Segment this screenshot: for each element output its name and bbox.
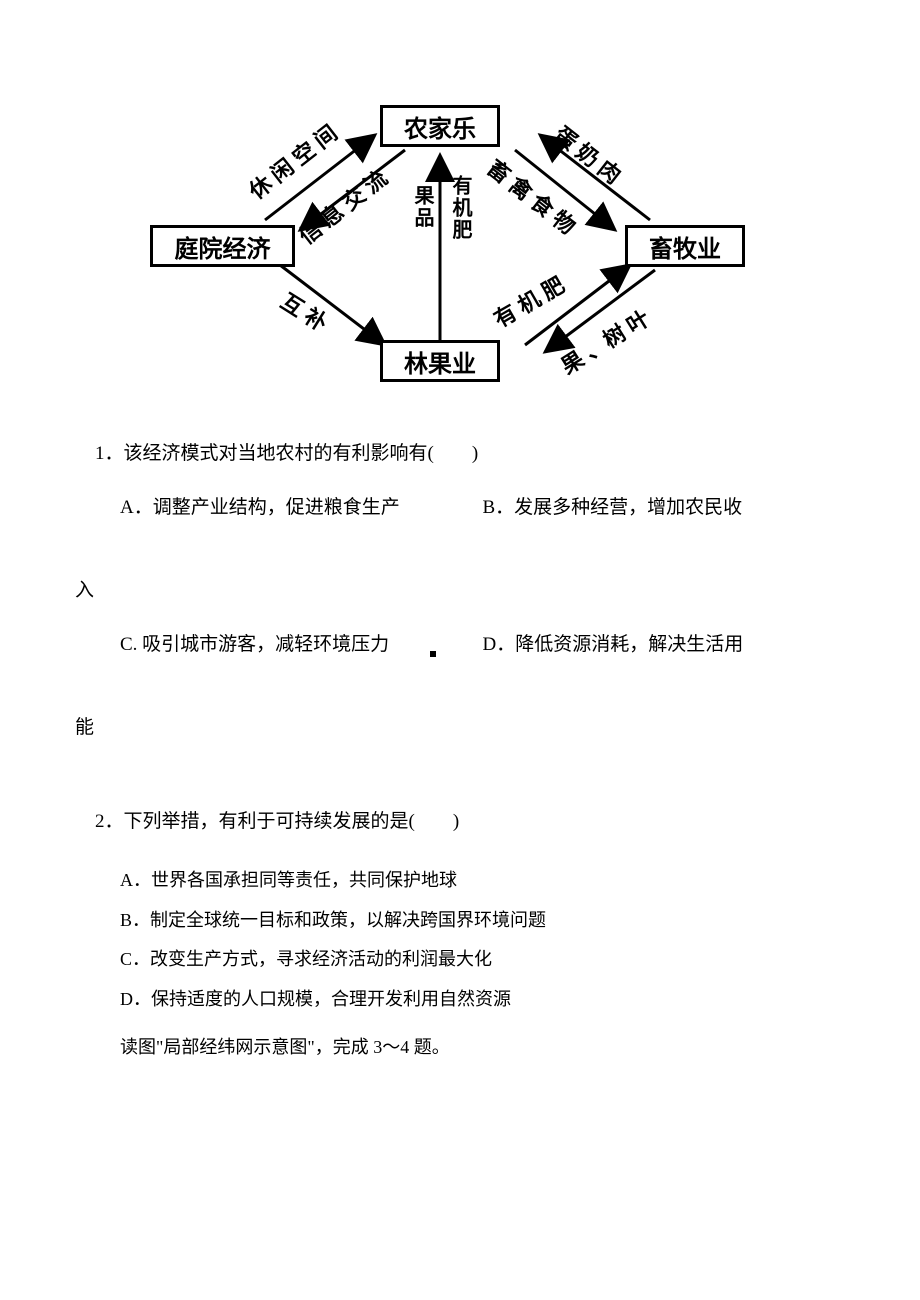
node-top-label: 农家乐	[404, 109, 476, 144]
question-2: 2．下列举措，有利于可持续发展的是( ) A．世界各国承担同等责任，共同保护地球…	[95, 808, 845, 1062]
node-animal-husbandry: 畜牧业	[625, 225, 745, 267]
q1-option-a: A．调整产业结构，促进粮食生产	[120, 494, 483, 523]
q2-option-a: A．世界各国承担同等责任，共同保护地球	[120, 861, 845, 901]
q1-option-b-wrap: 入	[75, 577, 845, 606]
q1-options-row2: C. 吸引城市游客，减轻环境压力 D．降低资源消耗，解决生活用	[120, 631, 845, 660]
figure-caption: 读图"局部经纬网示意图"，完成 3～4 题。	[120, 1034, 845, 1061]
q1-option-c: C. 吸引城市游客，减轻环境压力	[120, 631, 483, 660]
q1-option-b: B．发展多种经营，增加农民收	[483, 494, 846, 523]
q1-option-d: D．降低资源消耗，解决生活用	[483, 631, 846, 660]
q1-option-d-wrap: 能	[75, 714, 845, 743]
node-left-label: 庭院经济	[175, 229, 271, 264]
node-right-label: 畜牧业	[649, 229, 721, 264]
node-forestry-fruit: 林果业	[380, 340, 500, 382]
node-courtyard-economy: 庭院经济	[150, 225, 295, 267]
q2-options: A．世界各国承担同等责任，共同保护地球 B．制定全球统一目标和政策，以解决跨国界…	[120, 861, 845, 1019]
marker-square	[430, 651, 436, 657]
label-fruit-product: 果品	[408, 185, 437, 229]
q2-option-b: B．制定全球统一目标和政策，以解决跨国界环境问题	[120, 901, 845, 941]
q2-option-c: C．改变生产方式，寻求经济活动的利润最大化	[120, 940, 845, 980]
q1-stem: 1．该经济模式对当地农村的有利影响有( )	[95, 440, 845, 469]
questions-area: 1．该经济模式对当地农村的有利影响有( ) A．调整产业结构，促进粮食生产 B．…	[95, 430, 845, 1061]
node-bottom-label: 林果业	[404, 344, 476, 379]
node-agritourism: 农家乐	[380, 105, 500, 147]
label-organic-fertilizer-1: 有机肥	[446, 175, 475, 241]
economic-model-diagram: 农家乐 庭院经济 畜牧业 林果业 休 闲 空 间 信 息 交 流 蛋 奶 肉 畜…	[150, 90, 770, 380]
q1-options-row1: A．调整产业结构，促进粮食生产 B．发展多种经营，增加农民收	[120, 494, 845, 523]
q2-stem: 2．下列举措，有利于可持续发展的是( )	[95, 808, 845, 837]
q2-option-d: D．保持适度的人口规模，合理开发利用自然资源	[120, 980, 845, 1020]
